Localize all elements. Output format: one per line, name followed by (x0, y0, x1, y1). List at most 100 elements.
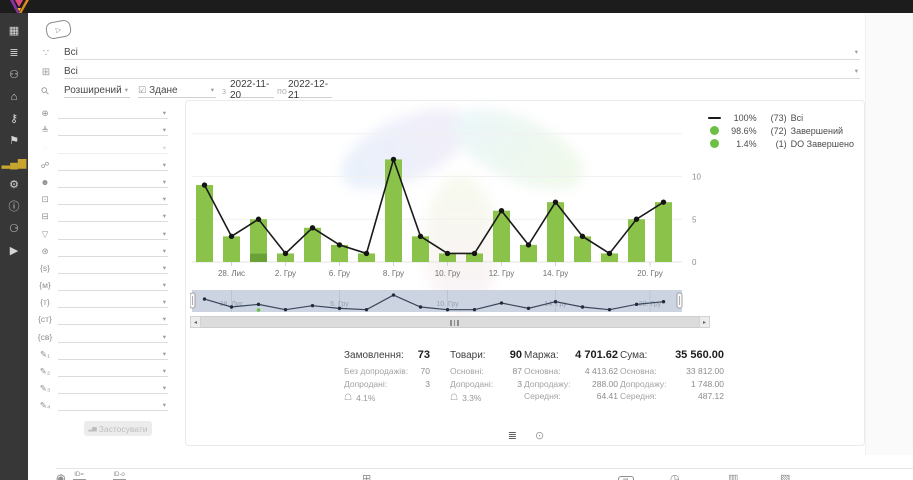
sidebar-item-clients-icon[interactable]: ⚇ (9, 69, 19, 81)
main-sidebar: ▦ ≣ ⚇ ⌂ ⚷ ⚑ ▂▄▆ ⚙ ⓘ ⚆ ▶ (0, 13, 28, 480)
scroll-left-arrow[interactable]: ◂ (190, 316, 201, 328)
filter-select-status-cv[interactable]: ▾ (58, 333, 168, 343)
sidebar-item-video-tutorials-icon[interactable]: ▶ (9, 245, 19, 257)
legend-label: DO Завершено (790, 138, 854, 149)
summary-stats: Замовлення: 73 Без допродажів: 70 Допродані:… (186, 349, 866, 419)
category-tree-icon: ∵ (42, 48, 50, 59)
stat-value: 4 413.62 (584, 366, 618, 376)
filter-select-structure[interactable]: ▾ (58, 161, 168, 171)
stat-label: Основна: (524, 366, 561, 376)
scrollbar-track[interactable] (201, 316, 699, 328)
svg-text:28. Лис: 28. Лис (218, 269, 245, 278)
basket-icon[interactable]: ☖ (56, 473, 66, 480)
orders-chart[interactable]: 0 5 10 28. Лис 2. Гру 6. Гру 8. Гру 10. Гру 12. … (190, 105, 710, 281)
scroll-right-arrow[interactable]: ▸ (699, 316, 710, 328)
stat-value: 70 (420, 366, 430, 376)
chevron-down-icon: ▾ (124, 87, 128, 94)
legend-item-0[interactable]: 100% (73) Всі (707, 111, 854, 124)
chevron-down-icon: ▾ (162, 350, 166, 358)
apply-filters-button[interactable]: ▂▅ Застосувати (84, 421, 152, 436)
svg-text:10: 10 (692, 173, 701, 182)
filter-select-manager[interactable]: ▾ (58, 178, 168, 188)
list-view-icon[interactable]: ≣ (507, 430, 517, 442)
stat-row: Допродажу: 1 748.00 (620, 378, 724, 391)
chevron-down-icon: ▾ (162, 299, 166, 307)
scrollbar-grip[interactable] (450, 320, 459, 326)
calendar-date-icon[interactable]: ▤ (618, 476, 634, 480)
line-marker-icon (707, 116, 721, 119)
date-from-input[interactable]: 2022-11-20 (230, 79, 274, 101)
filter-select-funnel[interactable]: ▾ (58, 230, 168, 240)
status-t-icon: {т} (40, 297, 50, 308)
chevron-down-icon: ▾ (162, 282, 166, 290)
filter-select-status-t[interactable]: ▾ (58, 298, 168, 309)
stat-title-label: Сума: (620, 350, 648, 361)
chevron-down-icon: ▾ (162, 127, 166, 135)
legend-count: (72) (770, 125, 787, 136)
filter-select-status-m[interactable]: ▾ (58, 281, 168, 292)
filter-select-source[interactable]: ▾ (58, 126, 168, 137)
chevron-down-icon: ▾ (162, 402, 166, 410)
stat-title-value: 73 (417, 349, 430, 361)
stat-title-value: 90 (509, 349, 522, 361)
manager-icon: ☻ (40, 176, 50, 187)
sidebar-item-info-icon[interactable]: ⓘ (8, 201, 20, 213)
stat-label: Допродажу: (524, 378, 571, 389)
filter-select-website[interactable]: ▾ (58, 247, 168, 257)
sidebar-item-sales-icon[interactable]: ⚷ (9, 113, 19, 125)
money-icon[interactable]: ◉ (56, 473, 66, 480)
video-help-badge[interactable]: ▷ (44, 18, 73, 41)
sidebar-item-marketing-icon[interactable]: ⚑ (9, 135, 19, 147)
status-s-icon: {s} (40, 262, 50, 273)
filter-select-product-type[interactable]: ▾ (58, 195, 168, 206)
package-icon[interactable]: ⊞ (362, 473, 372, 480)
svg-text:10. Гру: 10. Гру (435, 269, 461, 278)
calendar-in-icon[interactable]: ▥ (728, 473, 739, 480)
sidebar-item-warehouse-icon[interactable]: ⌂ (10, 91, 18, 103)
stat-column-1: Товари: 90 Основні: 87 Допродані: 3 ☖ 3.3% (450, 349, 522, 403)
status-ct-icon: {ст} (38, 314, 52, 325)
chevron-down-icon: ▾ (162, 196, 166, 204)
time-icon[interactable]: ◷ (670, 473, 680, 480)
stat-value: 487.12 (698, 391, 724, 401)
filter-row-structure: ☍ ▾ (36, 154, 168, 171)
legend-label: Всі (790, 112, 804, 123)
group-by-id-alt-toggle[interactable]: ID-o (106, 472, 132, 480)
sidebar-item-settings-icon[interactable]: ⚙ (9, 179, 19, 191)
category-filter-select[interactable]: Всі ▾ (64, 45, 860, 60)
legend-item-1[interactable]: 98.6% (72) Завершений (708, 124, 854, 137)
stat-value: 87 (512, 366, 522, 376)
date-type-select[interactable]: ☑ Здане ▾ (138, 83, 216, 98)
products-view-icon[interactable]: ⊙ (535, 430, 545, 442)
app-logo-icon[interactable] (7, 0, 29, 13)
stat-label: Допродані: (450, 378, 494, 389)
sidebar-item-analytics-icon[interactable]: ▂▄▆ (1, 157, 27, 169)
sidebar-item-support-icon[interactable]: ⚆ (9, 223, 19, 235)
date-to-input[interactable]: 2022-12-21 (288, 79, 332, 101)
filter-select-custom-field-3[interactable]: ▾ (58, 384, 168, 395)
dot-marker-icon (709, 126, 719, 135)
product-filter-select[interactable]: Всі ▾ (64, 64, 860, 79)
filter-select-custom-field-4[interactable]: ▾ (58, 401, 168, 412)
sidebar-item-dashboard-icon[interactable]: ▦ (8, 25, 20, 37)
filter-select-status-s[interactable]: ▾ (58, 264, 168, 274)
svg-text:14. Гру: 14. Гру (544, 301, 567, 308)
chart-icon: ▂▅ (88, 426, 97, 432)
filter-row-status-cv: {св} ▾ (36, 325, 168, 343)
filter-row-status-s: {s} ▾ (36, 257, 168, 274)
legend-item-2[interactable]: 1.4% (1) DO Завершено (708, 137, 854, 150)
calendar-edit-icon[interactable]: ▧ (780, 473, 791, 480)
chart-brush[interactable]: 28. Лис 6. Гру 10. Гру 14. Гру 20. Гру (190, 289, 710, 315)
filter-select-custom-field-1[interactable]: ▾ (58, 350, 168, 360)
search-mode-select[interactable]: Розширений ▾ (64, 83, 130, 98)
chevron-down-icon: ▾ (162, 333, 166, 341)
filter-select-payment[interactable]: ▾ (58, 212, 168, 223)
dot-marker-icon (709, 139, 719, 148)
top-bar (0, 0, 913, 13)
filter-select-country[interactable]: ▾ (58, 109, 168, 120)
stat-row: Без допродажів: 70 (344, 365, 430, 378)
filter-select-custom-field-2[interactable]: ▾ (58, 367, 168, 377)
filter-select-status-ct[interactable]: ▾ (58, 315, 168, 326)
group-by-id-toggle[interactable]: ID= (66, 472, 92, 480)
sidebar-item-orders-icon[interactable]: ≣ (9, 47, 19, 59)
